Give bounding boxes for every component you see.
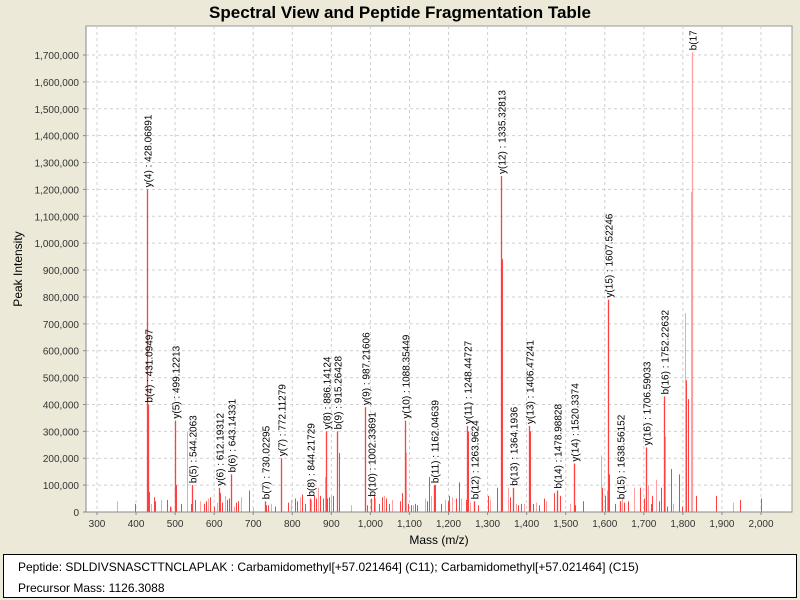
y-axis-label: Peak Intensity [11,231,25,306]
peak-label: y(8) : 886.14124 [323,356,334,429]
peak-label: b(9) : 915.26428 [334,356,345,430]
peptide-info-panel: Peptide: SDLDIVSNASCTTNCLAPLAK : Carbami… [3,554,797,598]
x-tick-label: 1,700 [631,519,656,530]
peak-label: b(6) : 643.14331 [228,399,239,473]
peak-label: b(8) : 844.21729 [307,423,318,497]
peak-label: b(13) : 1364.1936 [510,406,521,485]
spectrum-chart: y(4) : 428.06891 b(4) : 431.09497 y(5) : 4… [11,25,793,547]
peak-label: y(6) : 612.19312 [216,413,227,486]
x-tick-label: 600 [206,519,223,530]
y-tick-label: 1,600,000 [35,78,80,89]
x-tick-label: 1,500 [553,519,578,530]
peak-label: b(14) : 1478.98828 [554,404,565,489]
peak-label: y(15) : 1607.52246 [605,213,616,297]
x-tick-label: 1,400 [514,519,539,530]
x-tick-label: 500 [167,519,184,530]
x-tick-label: 1,900 [709,519,734,530]
peak-label: y(4) : 428.06891 [144,114,155,187]
x-tick-label: 400 [128,519,145,530]
x-tick-label: 900 [323,519,340,530]
y-tick-label: 0 [73,508,79,519]
peaks [117,52,762,512]
x-tick-label: 700 [245,519,262,530]
y-tick-label: 1,400,000 [35,132,80,143]
x-tick-label: 2,000 [748,519,773,530]
peak-label: y(13) : 1406.47241 [526,340,537,424]
y-tick-label: 1,100,000 [35,212,80,223]
y-tick-label: 100,000 [43,481,80,492]
x-tick-label: 1,200 [436,519,461,530]
peak-label: y(10) : 1088.35449 [402,334,413,418]
x-tick-label: 1,800 [670,519,695,530]
peak-label: b(15) : 1638.56152 [617,414,628,499]
peptide-sequence-text: Peptide: SDLDIVSNASCTTNCLAPLAK : Carbami… [18,560,639,574]
x-tick-label: 1,600 [592,519,617,530]
x-axis-label: Mass (m/z) [409,533,468,547]
peak-label: y(11) : 1248.44727 [464,340,475,424]
y-tick-label: 300,000 [43,427,80,438]
y-tick-label: 900,000 [43,266,80,277]
x-tick-label: 800 [284,519,301,530]
y-tick-label: 700,000 [43,320,80,331]
peak-label: b(10) : 1002.33691 [368,412,379,497]
peak-label: b(11) : 1162.04639 [431,400,442,483]
chart-title: Spectral View and Peptide Fragmentation … [209,3,591,22]
peak-label: y(5) : 499.12213 [172,345,183,418]
peak-label: y(16) : 1706.59033 [643,361,654,445]
peak-labels: y(4) : 428.06891 b(4) : 431.09497 y(5) : 4… [144,30,700,499]
y-tick-label: 1,000,000 [35,239,80,250]
x-tick-label: 1,000 [358,519,383,530]
peak-label: y(9) : 987.21606 [362,332,373,405]
y-tick-label: 1,300,000 [35,159,80,170]
y-tick-label: 800,000 [43,293,80,304]
y-tick-label: 1,200,000 [35,185,80,196]
y-tick-label: 500,000 [43,374,80,385]
peak-label: b(4) : 431.09497 [145,329,156,403]
y-tick-label: 600,000 [43,347,80,358]
peak-label: y(14) : 1520.3374 [571,383,582,462]
peak-label: b(5) : 544.2063 [189,415,200,483]
peak-label: y(12) : 1335.32813 [498,90,509,174]
x-tick-label: 1,300 [475,519,500,530]
x-tick-label: 300 [89,519,106,530]
peak-label: b(12) : 1263.9624 [471,420,482,499]
precursor-mass-text: Precursor Mass: 1126.3088 [18,581,165,595]
peak-label: b(16) : 1752.22632 [661,309,672,394]
x-tick-label: 1,100 [397,519,422,530]
y-tick-label: 400,000 [43,400,80,411]
peak-label: y(7) : 772.11279 [278,384,289,457]
grid-lines [86,26,792,512]
peak-label: b(7) : 730.02295 [262,425,273,499]
peak-label: b(17 [689,30,700,50]
y-tick-label: 1,500,000 [35,105,80,116]
y-tick-label: 200,000 [43,454,80,465]
y-tick-label: 1,700,000 [35,51,80,62]
axes: 300 400 500 600 700 800 900 1,000 1,100 1,200 1,30… [35,26,792,530]
